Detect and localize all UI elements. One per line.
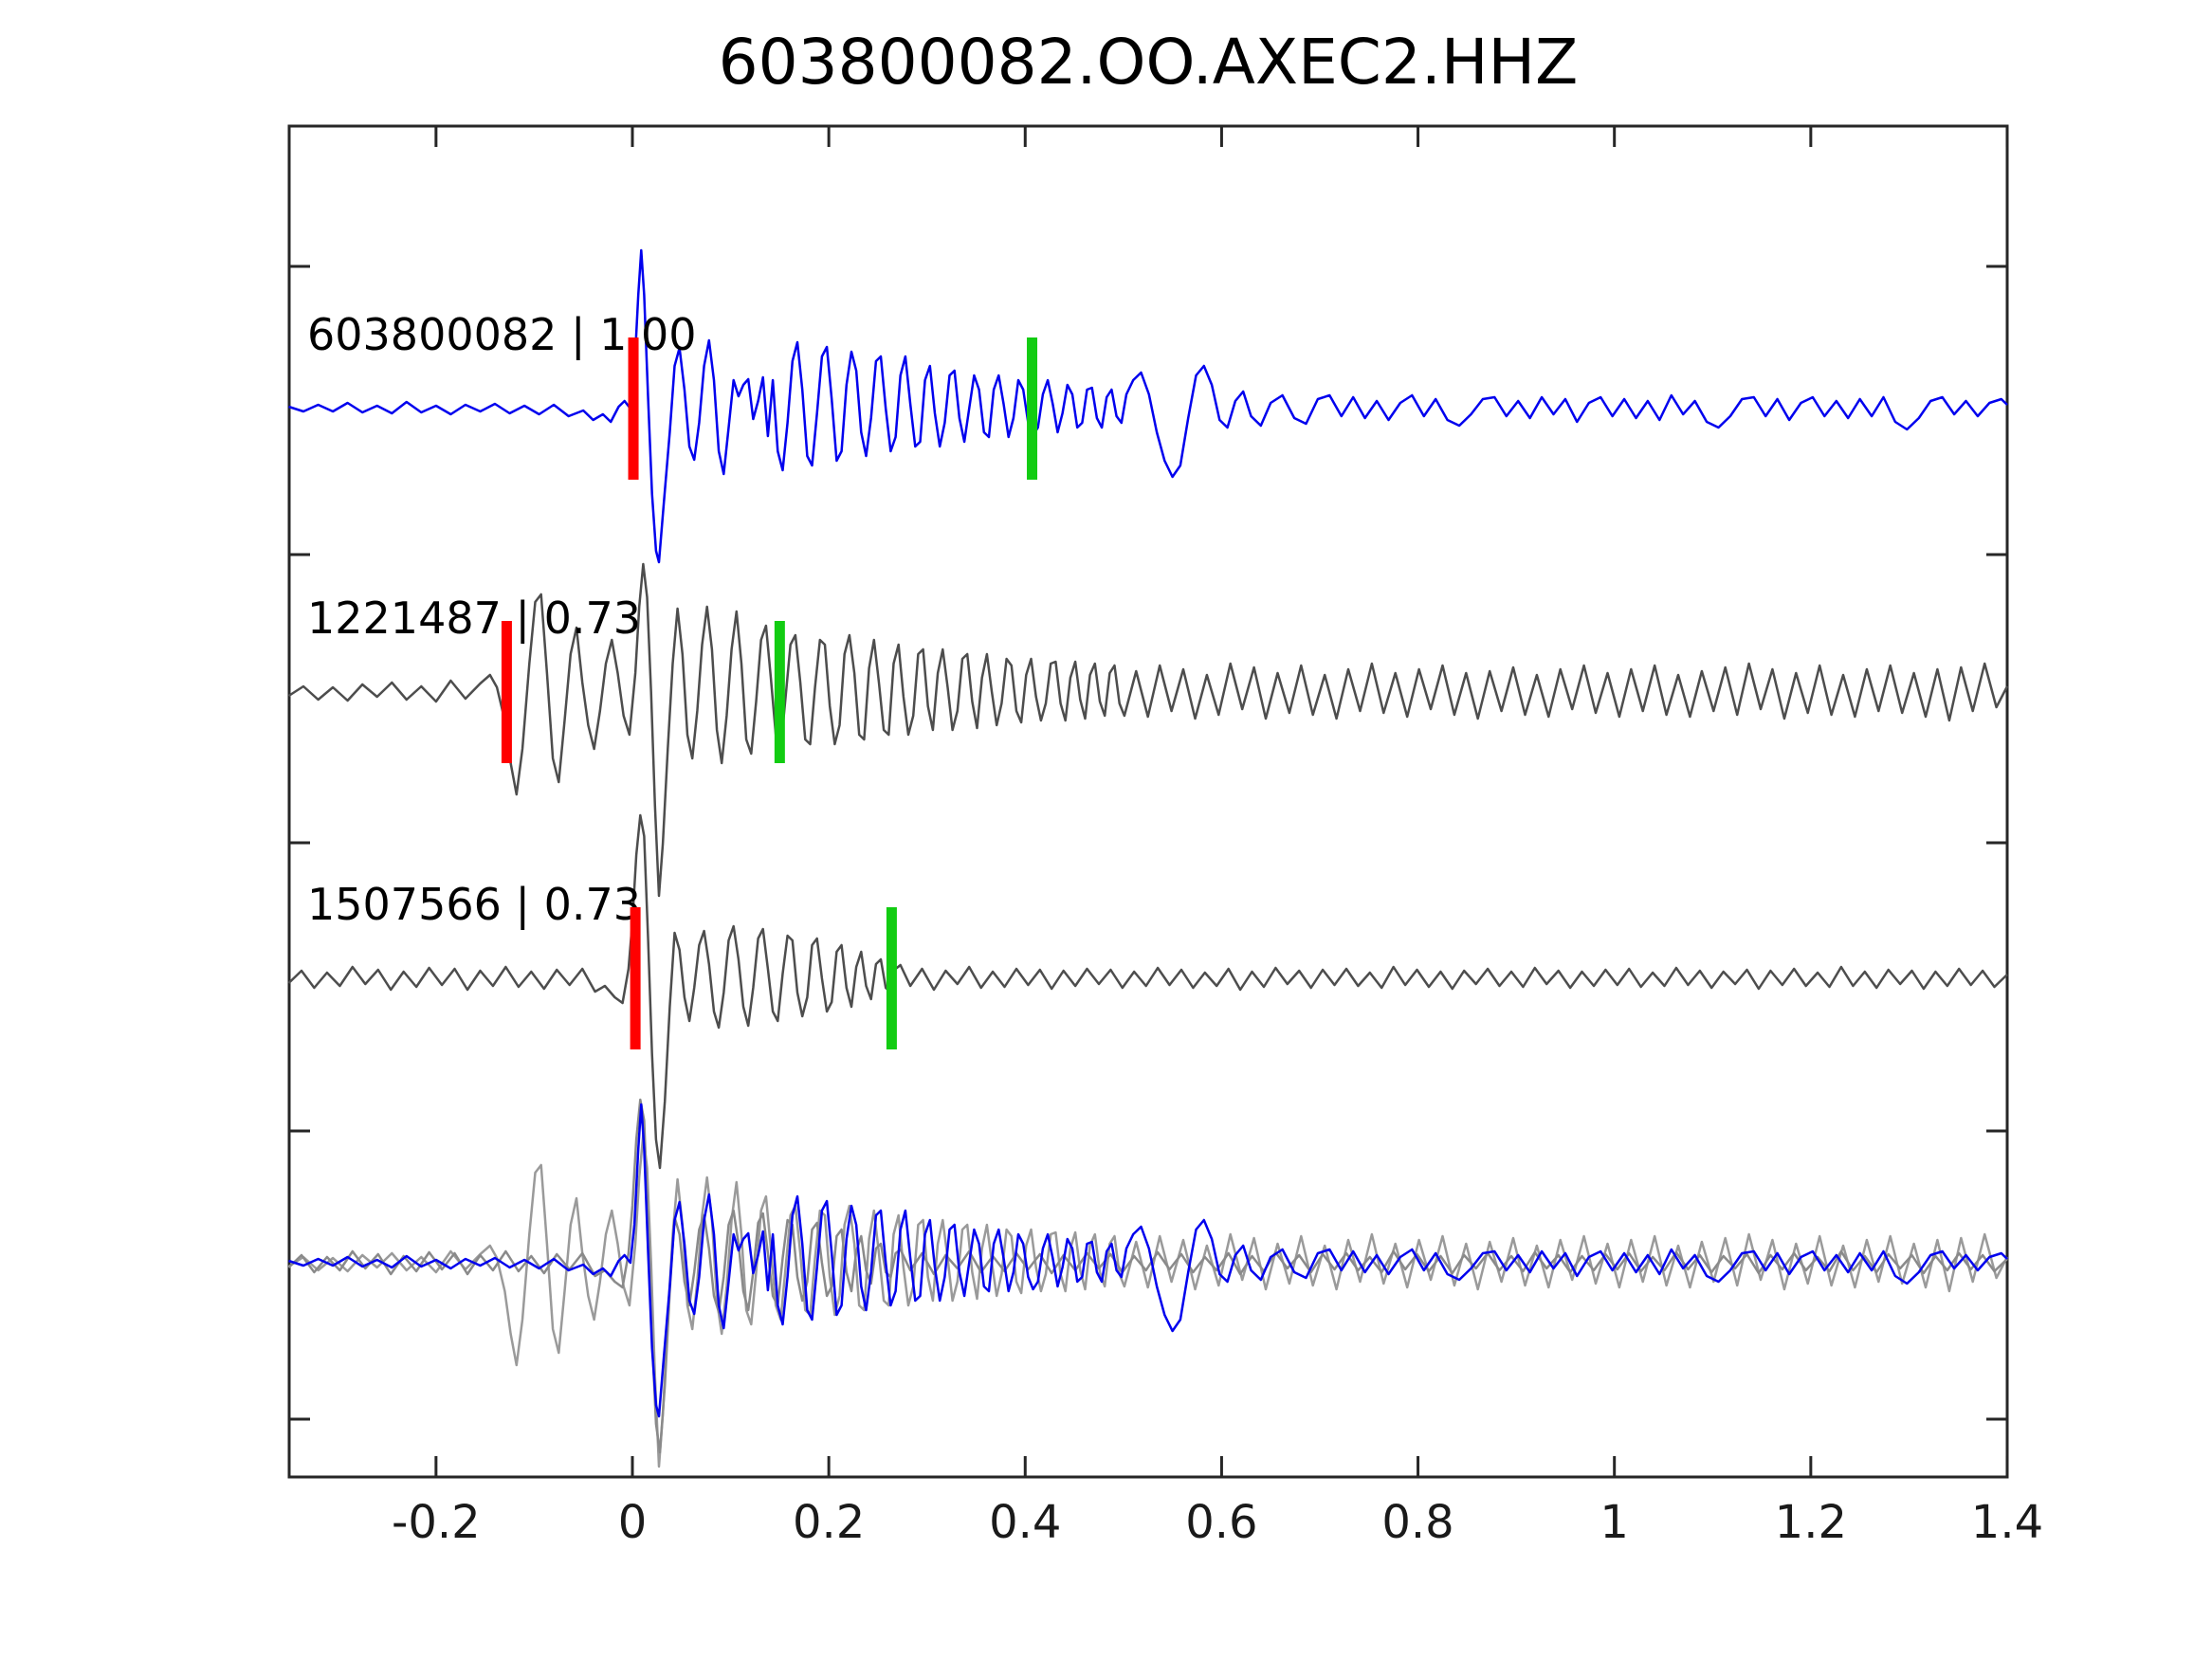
x-tick-label: 1 xyxy=(1600,1496,1629,1549)
waveform-1507566 xyxy=(287,813,2008,1170)
red-pick-marker-1507566 xyxy=(630,907,641,1049)
waveform-layer xyxy=(287,248,2009,1468)
chart-title: 603800082.OO.AXEC2.HHZ xyxy=(719,26,1579,99)
x-tick-label: 0.2 xyxy=(793,1496,865,1549)
x-tick-label: 0.6 xyxy=(1185,1496,1257,1549)
red-pick-marker-603800082 xyxy=(628,337,639,480)
plot-frame xyxy=(287,124,2009,1479)
green-pick-marker-603800082 xyxy=(1027,337,1038,480)
overlay-waveform-1221487 xyxy=(287,1133,2009,1468)
waveform-603800082 xyxy=(288,248,2008,564)
x-tick-label: 0 xyxy=(618,1496,648,1549)
pick-marker-layer xyxy=(501,337,1038,1049)
green-pick-marker-1221487 xyxy=(774,621,785,763)
overlay-waveform-1507566 xyxy=(287,1098,2008,1454)
x-tick-label: -0.2 xyxy=(392,1496,481,1549)
x-tick-label: 1.4 xyxy=(1971,1496,2043,1549)
trace-label-1507566: 1507566 | 0.73 xyxy=(307,879,641,931)
trace-label-1221487: 1221487 | 0.73 xyxy=(307,592,641,645)
x-tick-label: 0.8 xyxy=(1381,1496,1453,1549)
overlay-waveform-603800082 xyxy=(288,1103,2008,1418)
red-pick-marker-1221487 xyxy=(501,621,512,763)
x-tick-label: 0.4 xyxy=(989,1496,1061,1549)
plot-frame-layer: -0.2 0 0.2 0.4 0.6 0.8 1 1.2 1.4 xyxy=(287,124,2043,1549)
waveform-1221487 xyxy=(287,562,2009,898)
green-pick-marker-1507566 xyxy=(886,907,897,1049)
x-tick-label: 1.2 xyxy=(1775,1496,1847,1549)
